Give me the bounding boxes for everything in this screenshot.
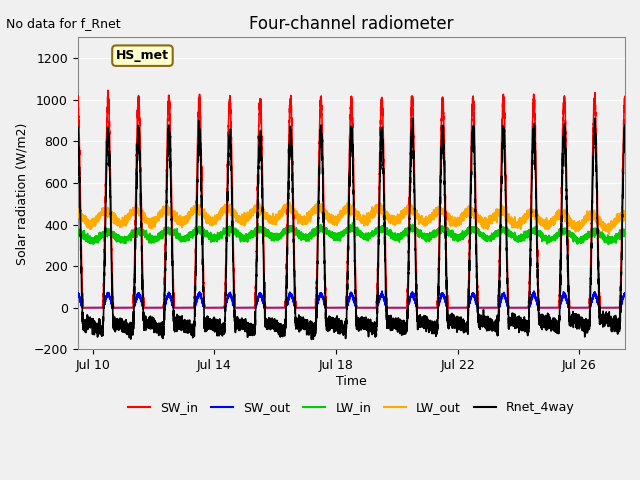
Y-axis label: Solar radiation (W/m2): Solar radiation (W/m2): [15, 122, 28, 264]
Text: HS_met: HS_met: [116, 49, 169, 62]
Title: Four-channel radiometer: Four-channel radiometer: [249, 15, 454, 33]
Text: No data for f_Rnet: No data for f_Rnet: [6, 17, 121, 30]
Legend: SW_in, SW_out, LW_in, LW_out, Rnet_4way: SW_in, SW_out, LW_in, LW_out, Rnet_4way: [123, 396, 580, 419]
X-axis label: Time: Time: [336, 375, 367, 388]
